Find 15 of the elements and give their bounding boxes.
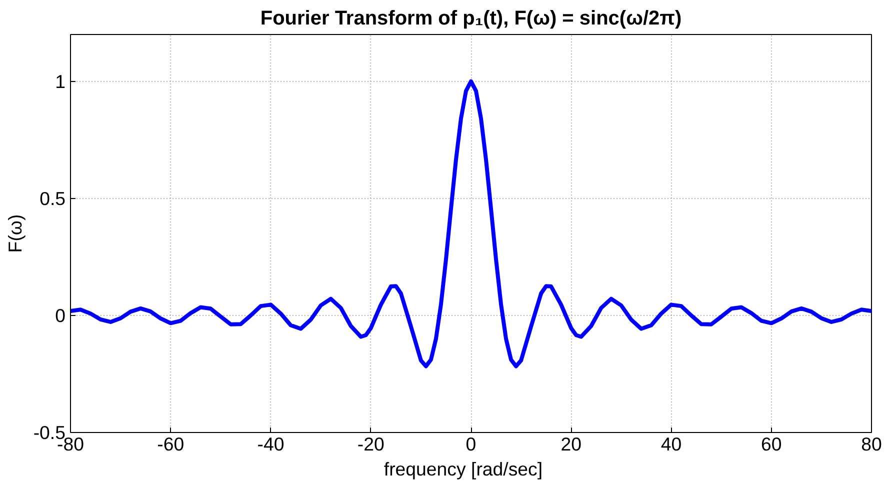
x-axis-title: frequency [rad/sec] [384, 458, 543, 480]
x-tick-label: 60 [761, 434, 782, 454]
x-tick-label: -40 [257, 434, 284, 454]
y-tick-label: 1 [55, 70, 66, 92]
x-tick-label: 20 [560, 434, 582, 454]
x-tick-label: 80 [861, 434, 882, 454]
x-tick-label: 0 [466, 434, 476, 454]
y-tick-label: 0 [55, 304, 66, 326]
chart-title: Fourier Transform of p₁(t), F(ω) = sinc(ω/2π) [260, 8, 682, 30]
y-tick-label: 0.5 [40, 188, 66, 209]
x-tick-label: -20 [357, 434, 384, 454]
x-tick-label: -60 [157, 434, 184, 454]
x-tick-label: 40 [660, 434, 682, 454]
line-series [70, 79, 872, 368]
y-axis-title: F(ω) [4, 214, 26, 253]
